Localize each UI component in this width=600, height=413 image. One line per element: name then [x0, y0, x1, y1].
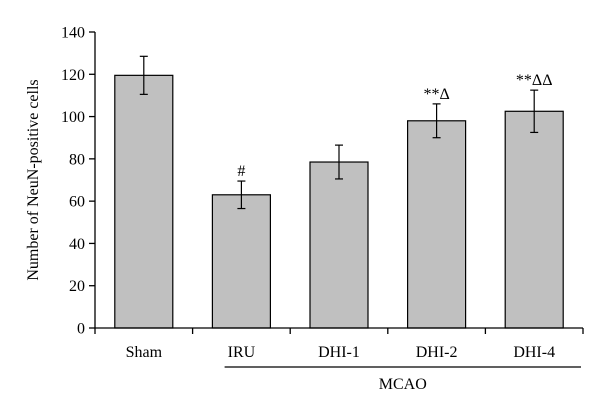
group-label: MCAO [379, 376, 427, 393]
bar [211, 194, 271, 329]
y-tick-label: 120 [61, 67, 85, 84]
x-tick-label: IRU [228, 344, 256, 361]
significance-label: **Δ [423, 86, 449, 103]
x-tick-label: DHI-1 [318, 344, 360, 361]
bar [504, 110, 564, 329]
bar [309, 161, 369, 329]
y-tick-label: 140 [61, 25, 85, 42]
y-axis-label: Number of NeuN-positive cells [25, 79, 42, 280]
x-axis: Sham IRU DHI-1 DHI-2 DHI-4 [94, 327, 584, 361]
y-tick-label: 0 [77, 321, 85, 338]
y-axis: 0 20 40 60 80 100 120 140 [61, 25, 96, 338]
y-tick-label: 100 [61, 109, 85, 126]
significance-label: **ΔΔ [516, 72, 553, 89]
x-tick-label: Sham [126, 344, 163, 361]
significance-label: # [237, 163, 245, 180]
group-bracket: MCAO [224, 366, 581, 393]
y-tick-label: 20 [69, 278, 85, 295]
x-tick-label: DHI-4 [513, 344, 555, 361]
bars: # **Δ **ΔΔ [114, 55, 564, 329]
bar [407, 120, 467, 329]
y-tick-label: 60 [69, 194, 85, 211]
y-tick-label: 40 [69, 236, 85, 253]
x-tick-label: DHI-2 [416, 344, 458, 361]
y-tick-label: 80 [69, 151, 85, 168]
bar [114, 74, 174, 329]
